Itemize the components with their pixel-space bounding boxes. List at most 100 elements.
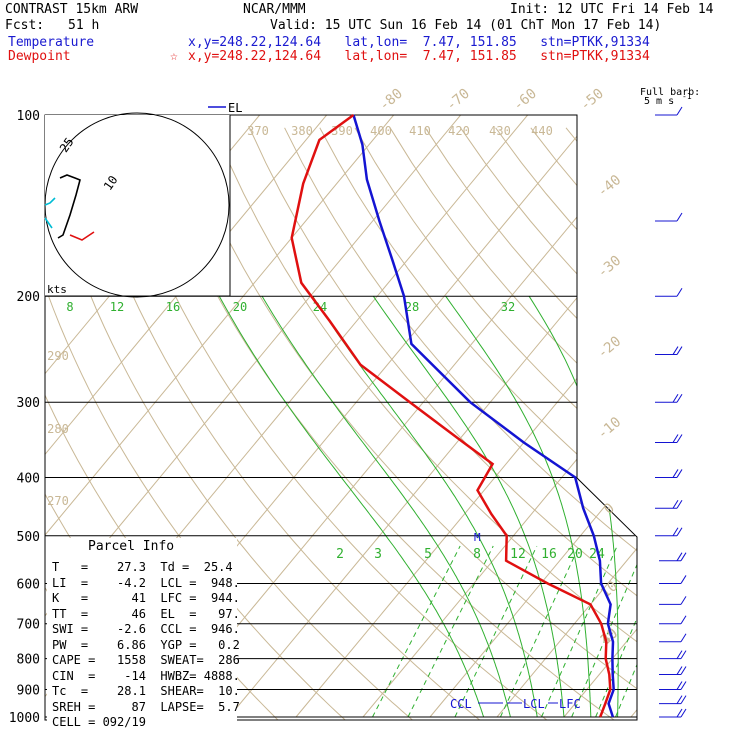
wind-barb-750	[659, 633, 687, 643]
temperature-info: x,y=248.22,124.64 lat,lon= 7.47, 151.85 …	[188, 35, 650, 50]
mixing-ratio-24	[615, 545, 637, 718]
theta-labels: 370 380 390 400 410 420 440 290 280 270 430	[47, 124, 553, 508]
wind-barb-100	[655, 106, 683, 116]
parcel-info-box	[47, 538, 237, 721]
pressure-axis-labels: 100 200 300 400 500 600 700 800 900 1000	[9, 109, 40, 726]
mixing-ratio-label-2: 2	[336, 547, 344, 562]
wind-barb-300	[655, 393, 683, 403]
mixing-ratio-label-20: 20	[567, 547, 583, 562]
dry-adiabat-310	[178, 127, 637, 720]
isotherm-30	[630, 115, 637, 718]
isotherm--20	[295, 115, 637, 718]
theta-label-400: 400	[370, 124, 392, 138]
wind-barb-900	[659, 681, 687, 690]
parcel-info-row: K = 41 LFC = 944.	[52, 591, 240, 605]
mixing-ratio-labels: 2 3 5 8 12 16 20 24	[336, 547, 605, 562]
wind-barbs	[655, 106, 687, 718]
parcel-info-row: SREH = 87 LAPSE= 5.7	[52, 699, 240, 714]
wind-barb-1000	[659, 708, 687, 718]
theta-label-370: 370	[247, 124, 269, 138]
hodograph-trace-cyan	[44, 197, 56, 206]
moist-adiabat-8	[218, 295, 485, 718]
mixing-ratio-16	[571, 545, 637, 718]
m-label: M	[474, 531, 481, 544]
theta-label-430: 430	[489, 124, 511, 138]
mixing-ratio-label-3: 3	[374, 547, 382, 562]
wind-barb-600	[659, 575, 687, 584]
moist-adiabat-24	[445, 295, 592, 717]
hodograph-ring-label-10: 10	[101, 173, 121, 193]
moist-adiabat-lines	[218, 295, 695, 718]
dry-adiabat-350	[319, 127, 637, 720]
mixing-ratio-5	[454, 545, 538, 718]
valid-time: Valid: 15 UTC Sun 16 Feb 14 (01 ChT Mon …	[270, 18, 662, 33]
hodograph-ring-label-25: 25	[57, 135, 77, 155]
isotherm-10	[496, 115, 637, 718]
mixing-ratio-label-24: 24	[589, 547, 605, 562]
wind-barb-850	[659, 666, 687, 676]
mixing-ratio-label-12: 12	[510, 547, 526, 562]
moist-adiabat-36	[671, 296, 695, 717]
temperature-label--80: -80	[376, 86, 406, 115]
pressure-label-200: 200	[17, 290, 40, 305]
theta-label-290: 290	[47, 349, 69, 363]
parcel-info-row: PW = 6.86 YGP = 0.2	[52, 637, 240, 652]
wind-barb-500	[655, 527, 683, 537]
dewpoint-legend: Dewpoint	[8, 49, 71, 64]
isotherm-40	[698, 115, 740, 717]
parcel-info-row: CIN = -14 HWBZ= 4888.	[52, 668, 240, 683]
temperature-label--20: -20	[595, 333, 625, 362]
dry-adiabat-320	[213, 127, 637, 720]
parcel-info-row: CAPE = 1558 SWEAT= 286	[52, 653, 240, 667]
dry-adiabat-380	[424, 127, 637, 720]
hodograph-units: kts	[47, 283, 67, 296]
parcel-info-row: TT = 46 EL = 97.	[52, 606, 240, 621]
temperature-label--40: -40	[595, 172, 625, 201]
pressure-label-1000: 1000	[9, 711, 40, 726]
title: CONTRAST 15km ARW	[5, 2, 139, 17]
mixing-ratio-label-8: 8	[473, 547, 481, 562]
moist-adiabat-32	[614, 296, 637, 718]
dry-adiabat-270	[45, 127, 425, 720]
theta-label-280: 280	[47, 422, 69, 436]
dry-adiabat-460	[707, 128, 740, 730]
sounding-traces	[290, 113, 615, 718]
moist-adiabat-20	[372, 295, 565, 718]
theta-label-410: 410	[409, 124, 431, 138]
moist-label-16: 16	[166, 300, 180, 314]
mixing-ratio-label-5: 5	[424, 547, 432, 562]
theta-label-270: 270	[47, 494, 69, 508]
temperature-label--10: -10	[595, 414, 625, 443]
parcel-info-row: T = 27.3 Td = 25.4	[52, 560, 233, 574]
pressure-label-600: 600	[17, 577, 40, 592]
temperature-legend: Temperature	[8, 35, 95, 50]
wind-barb-800	[659, 650, 687, 660]
init-time: Init: 12 UTC Fri 14 Feb 14	[510, 2, 714, 17]
el-label: EL	[228, 101, 242, 115]
center: NCAR/MMM	[243, 2, 306, 17]
mixing-ratio-12	[541, 545, 618, 718]
wind-panel-label-1: Full barb:	[640, 87, 700, 98]
wind-panel-label-sup: -1	[682, 92, 692, 101]
dewpoint-star: ☆	[170, 49, 178, 64]
dry-adiabat-440	[635, 127, 637, 720]
isotherm--30	[228, 115, 637, 718]
temperature-label--70: -70	[443, 86, 473, 115]
dry-adiabat-360	[354, 127, 637, 720]
level-markers: EL M CCL LCL LFC	[208, 101, 581, 711]
parcel-info-row: SWI = -2.6 CCL = 946.	[52, 622, 240, 636]
ccl-label: CCL	[450, 697, 472, 711]
isotherm-20	[563, 115, 637, 718]
lcl-label: LCL	[523, 697, 545, 711]
wind-barb-950	[659, 695, 687, 705]
isotherm--90	[45, 115, 328, 718]
wind-panel-label-2: 5 m s	[644, 96, 674, 107]
wind-barb-650	[659, 596, 687, 605]
wind-barb-150	[655, 212, 683, 222]
hodograph-trace-cyan-low	[44, 217, 53, 229]
dry-adiabat-420	[565, 127, 637, 720]
temperature-trace	[352, 114, 615, 718]
dry-adiabat-430	[600, 127, 637, 720]
